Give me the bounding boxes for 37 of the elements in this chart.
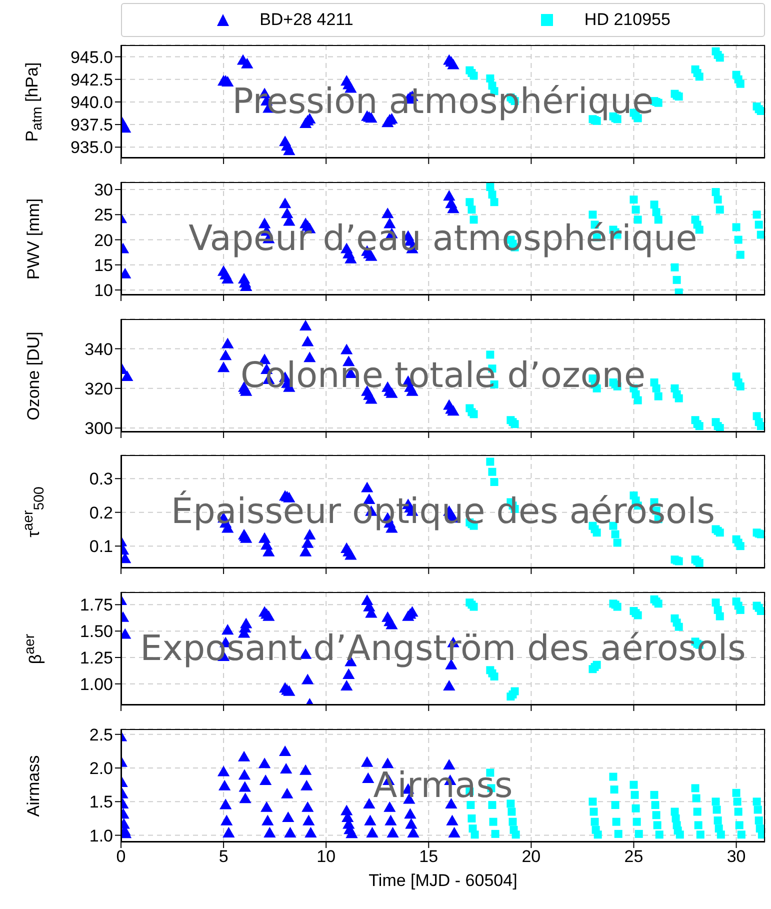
y-tick-label: 940.0 <box>70 92 113 112</box>
y-tick-label: 300 <box>84 419 113 438</box>
y-tick-label: 942.5 <box>70 70 113 90</box>
y-tick-label: 1.0 <box>89 826 113 846</box>
y-tick-label: 0.2 <box>89 503 113 522</box>
y-tick-label: 1.5 <box>89 792 113 812</box>
x-tick-label: 0 <box>116 847 126 866</box>
y-axis-title: Airmass <box>24 754 44 816</box>
y-tick-label: 320 <box>84 379 113 398</box>
y-tick-label: 945.0 <box>70 48 113 67</box>
x-tick-label: 20 <box>522 847 541 866</box>
y-tick-label: 10 <box>94 281 113 300</box>
y-tick-label: 937.5 <box>70 116 113 135</box>
y-tick-label: 2.5 <box>89 725 113 744</box>
y-tick-label: 30 <box>94 180 113 200</box>
y-axis-title: PWV [mm] <box>24 198 44 280</box>
legend-label: BD+28 4211 <box>260 10 354 30</box>
y-tick-label: 340 <box>84 340 113 359</box>
y-tick-label: 935.0 <box>70 138 113 158</box>
y-tick-label: 0.1 <box>89 537 113 556</box>
x-tick-label: 30 <box>726 847 746 866</box>
y-tick-label: 1.75 <box>80 596 113 615</box>
y-tick-label: 2.0 <box>89 759 113 778</box>
y-tick-label: 1.50 <box>80 622 113 642</box>
y-tick-label: 15 <box>94 256 113 275</box>
y-tick-label: 20 <box>94 230 113 250</box>
x-axis-title: Time [MJD - 60504] <box>368 871 518 891</box>
y-tick-label: 1.25 <box>80 648 113 668</box>
y-tick-label: 1.00 <box>80 674 113 694</box>
y-tick-label: 0.3 <box>89 470 113 489</box>
x-tick-label: 5 <box>218 847 228 866</box>
y-axis-title: Ozone [DU] <box>24 331 44 420</box>
x-tick-label: 10 <box>316 847 336 866</box>
x-tick-label: 15 <box>419 847 438 866</box>
legend-label: HD 210955 <box>584 10 670 30</box>
x-tick-label: 25 <box>624 847 644 866</box>
y-tick-label: 25 <box>94 206 113 225</box>
